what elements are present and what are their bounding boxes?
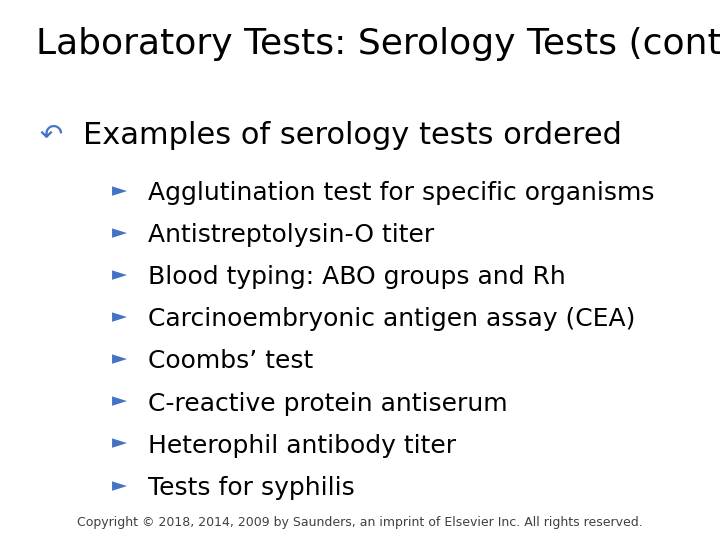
Text: ►: ► (112, 476, 127, 495)
Text: Heterophil antibody titer: Heterophil antibody titer (148, 434, 456, 457)
Text: ►: ► (112, 223, 127, 242)
Text: Laboratory Tests: Serology Tests (cont’d): Laboratory Tests: Serology Tests (cont’d… (36, 27, 720, 61)
Text: Copyright © 2018, 2014, 2009 by Saunders, an imprint of Elsevier Inc. All rights: Copyright © 2018, 2014, 2009 by Saunders… (77, 516, 643, 529)
Text: ►: ► (112, 307, 127, 326)
Text: C-reactive protein antiserum: C-reactive protein antiserum (148, 392, 507, 415)
Text: Coombs’ test: Coombs’ test (148, 349, 313, 373)
Text: Agglutination test for specific organisms: Agglutination test for specific organism… (148, 181, 654, 205)
Text: ►: ► (112, 265, 127, 284)
Text: Blood typing: ABO groups and Rh: Blood typing: ABO groups and Rh (148, 265, 565, 289)
Text: Tests for syphilis: Tests for syphilis (148, 476, 354, 500)
Text: Examples of serology tests ordered: Examples of serology tests ordered (83, 122, 621, 151)
Text: ►: ► (112, 434, 127, 453)
Text: ►: ► (112, 349, 127, 368)
Text: ►: ► (112, 181, 127, 200)
Text: ↶: ↶ (40, 122, 63, 150)
Text: Carcinoembryonic antigen assay (CEA): Carcinoembryonic antigen assay (CEA) (148, 307, 635, 331)
Text: ►: ► (112, 392, 127, 410)
Text: Antistreptolysin-O titer: Antistreptolysin-O titer (148, 223, 434, 247)
